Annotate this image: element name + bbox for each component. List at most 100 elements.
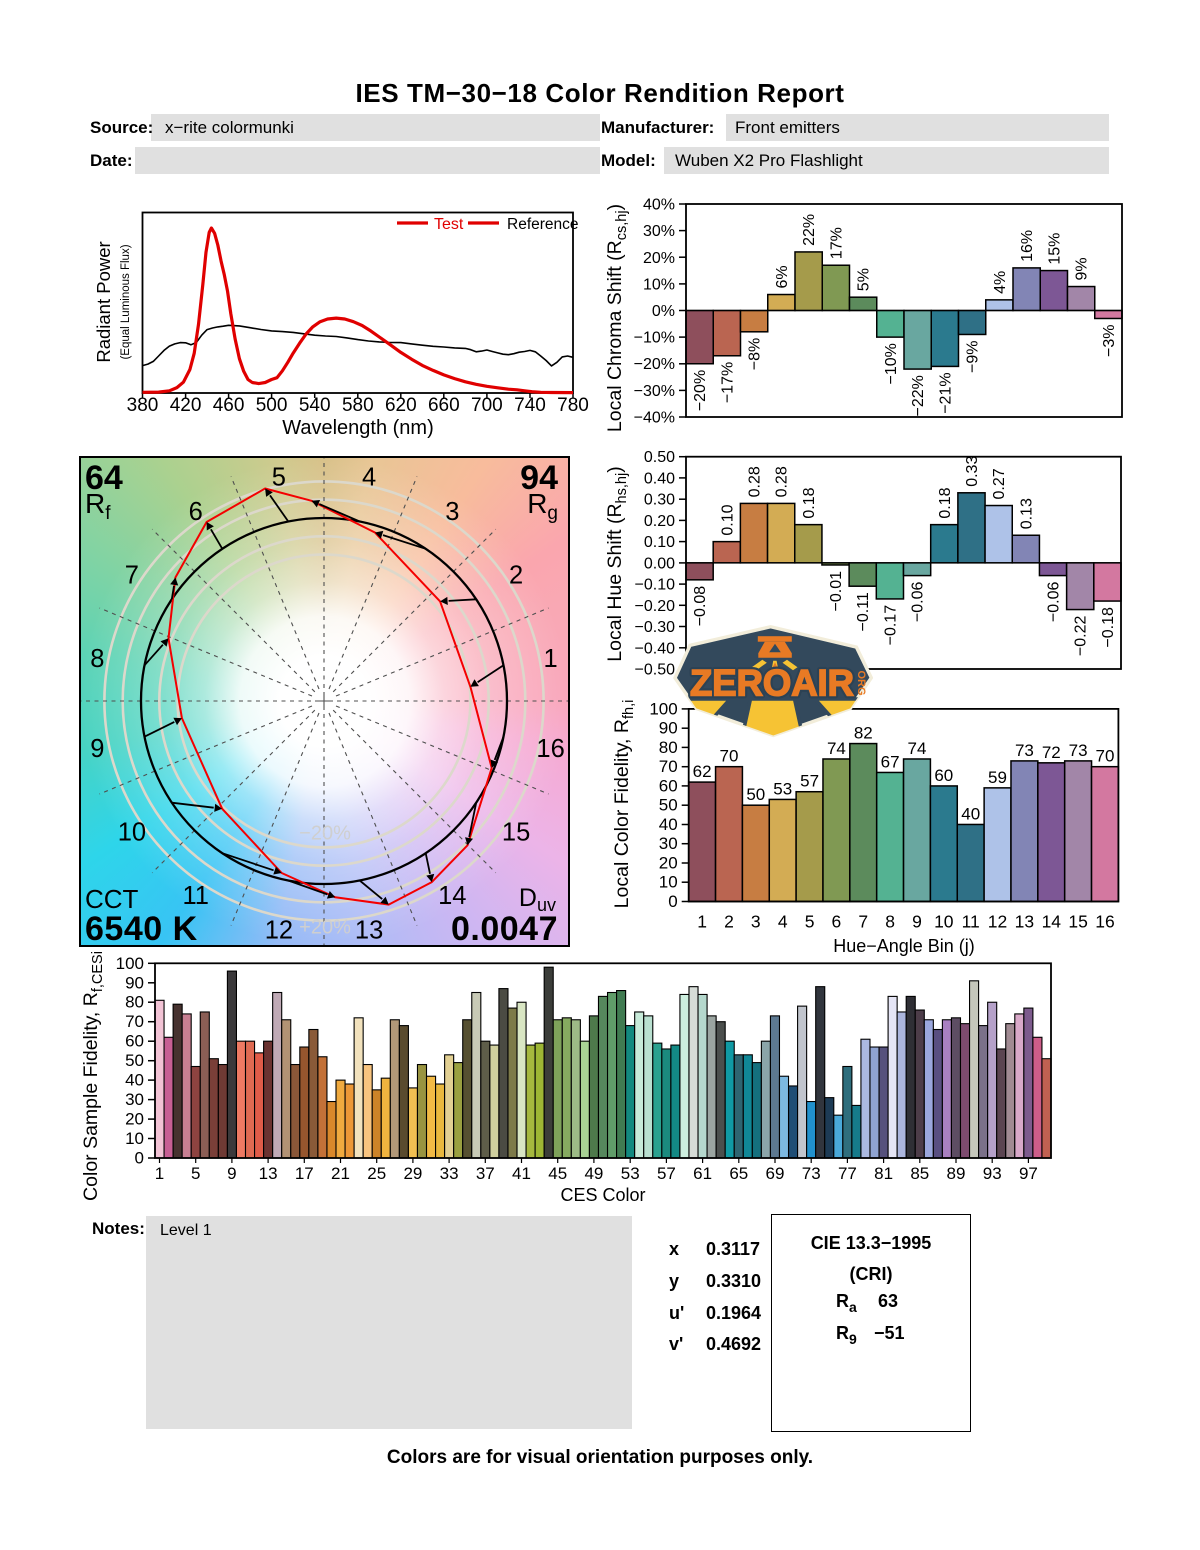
- svg-text:−8%: −8%: [747, 338, 764, 370]
- svg-text:60: 60: [934, 766, 953, 785]
- svg-text:10: 10: [125, 1129, 144, 1148]
- svg-text:−21%: −21%: [937, 372, 954, 413]
- svg-text:12: 12: [988, 912, 1007, 932]
- svg-text:74: 74: [908, 739, 927, 758]
- svg-text:100: 100: [649, 699, 677, 718]
- svg-text:Reference: Reference: [507, 216, 579, 233]
- svg-text:33: 33: [440, 1164, 459, 1183]
- svg-text:−0.18: −0.18: [1100, 607, 1117, 648]
- svg-text:0.50: 0.50: [644, 449, 675, 466]
- svg-text:53: 53: [773, 779, 792, 798]
- svg-text:−0.11: −0.11: [855, 592, 872, 631]
- svg-text:15%: 15%: [1046, 233, 1063, 265]
- svg-text:0: 0: [135, 1149, 144, 1168]
- svg-text:45: 45: [548, 1164, 567, 1183]
- svg-text:460: 460: [213, 395, 245, 416]
- svg-text:70: 70: [720, 747, 739, 766]
- svg-text:−10%: −10%: [634, 330, 675, 347]
- svg-text:660: 660: [428, 395, 460, 416]
- svg-text:−20%: −20%: [692, 370, 709, 411]
- svg-text:67: 67: [881, 753, 900, 772]
- svg-text:57: 57: [657, 1164, 676, 1183]
- svg-text:30: 30: [659, 834, 678, 853]
- svg-text:40: 40: [659, 815, 678, 834]
- svg-text:420: 420: [170, 395, 202, 416]
- svg-text:14: 14: [438, 882, 466, 910]
- svg-text:ZEROAIR: ZEROAIR: [690, 663, 854, 704]
- svg-text:22%: 22%: [801, 214, 818, 246]
- svg-text:90: 90: [125, 973, 144, 992]
- svg-text:−3%: −3%: [1101, 325, 1118, 357]
- svg-text:6: 6: [832, 912, 842, 932]
- svg-text:−40%: −40%: [634, 410, 675, 427]
- svg-text:0.13: 0.13: [1018, 498, 1035, 529]
- svg-text:59: 59: [988, 768, 1007, 787]
- svg-text:CES Color: CES Color: [560, 1185, 645, 1205]
- svg-text:60: 60: [125, 1032, 144, 1051]
- svg-text:−20%: −20%: [299, 822, 351, 844]
- svg-text:93: 93: [983, 1164, 1002, 1183]
- svg-text:20: 20: [659, 854, 678, 873]
- svg-text:25: 25: [367, 1164, 386, 1183]
- svg-text:50: 50: [125, 1051, 144, 1070]
- svg-text:0.00: 0.00: [644, 555, 675, 572]
- svg-text:9%: 9%: [1074, 257, 1091, 280]
- svg-text:40: 40: [125, 1071, 144, 1090]
- svg-text:53: 53: [621, 1164, 640, 1183]
- svg-text:100: 100: [116, 954, 144, 973]
- svg-text:41: 41: [512, 1164, 531, 1183]
- svg-text:17: 17: [295, 1164, 314, 1183]
- svg-text:40: 40: [961, 805, 980, 824]
- svg-text:2: 2: [724, 912, 734, 932]
- svg-text:4%: 4%: [992, 271, 1009, 294]
- svg-text:4: 4: [362, 463, 376, 491]
- svg-text:+20%: +20%: [299, 917, 351, 939]
- svg-text:8: 8: [90, 645, 104, 673]
- svg-text:540: 540: [299, 395, 331, 416]
- svg-text:500: 500: [256, 395, 288, 416]
- svg-text:81: 81: [874, 1164, 893, 1183]
- svg-text:700: 700: [471, 395, 503, 416]
- svg-text:9: 9: [227, 1164, 236, 1183]
- svg-text:−0.01: −0.01: [828, 571, 845, 612]
- svg-text:1: 1: [697, 912, 707, 932]
- svg-text:0: 0: [668, 892, 677, 911]
- svg-text:13: 13: [355, 917, 383, 945]
- svg-text:0.27: 0.27: [991, 468, 1008, 499]
- svg-text:30%: 30%: [643, 223, 675, 240]
- svg-text:0.40: 0.40: [644, 470, 675, 487]
- svg-text:65: 65: [729, 1164, 748, 1183]
- svg-text:89: 89: [947, 1164, 966, 1183]
- svg-text:−10%: −10%: [883, 343, 900, 384]
- svg-text:13: 13: [1015, 912, 1034, 932]
- svg-text:90: 90: [659, 719, 678, 738]
- svg-text:0.18: 0.18: [801, 487, 818, 518]
- svg-text:−22%: −22%: [910, 375, 927, 416]
- svg-text:0%: 0%: [652, 303, 675, 320]
- svg-text:49: 49: [584, 1164, 603, 1183]
- svg-text:13: 13: [259, 1164, 278, 1183]
- svg-text:37: 37: [476, 1164, 495, 1183]
- svg-text:30: 30: [125, 1090, 144, 1109]
- svg-text:−30%: −30%: [634, 383, 675, 400]
- svg-text:−0.06: −0.06: [1046, 581, 1063, 622]
- svg-text:11: 11: [182, 882, 208, 910]
- svg-text:70: 70: [659, 757, 678, 776]
- svg-text:5: 5: [191, 1164, 200, 1183]
- svg-text:7: 7: [125, 562, 139, 590]
- svg-text:0.30: 0.30: [644, 492, 675, 509]
- svg-text:73: 73: [1069, 741, 1088, 760]
- svg-text:20: 20: [125, 1110, 144, 1129]
- svg-text:50: 50: [746, 785, 765, 804]
- svg-text:10%: 10%: [643, 276, 675, 293]
- svg-text:−0.40: −0.40: [635, 640, 676, 657]
- svg-text:7: 7: [858, 912, 868, 932]
- svg-text:80: 80: [125, 993, 144, 1012]
- svg-text:85: 85: [910, 1164, 929, 1183]
- svg-text:0.10: 0.10: [644, 534, 675, 551]
- svg-text:72: 72: [1042, 743, 1061, 762]
- svg-text:0.33: 0.33: [964, 456, 981, 487]
- svg-text:0.28: 0.28: [774, 466, 791, 497]
- svg-text:9: 9: [912, 912, 922, 932]
- svg-text:82: 82: [854, 724, 873, 743]
